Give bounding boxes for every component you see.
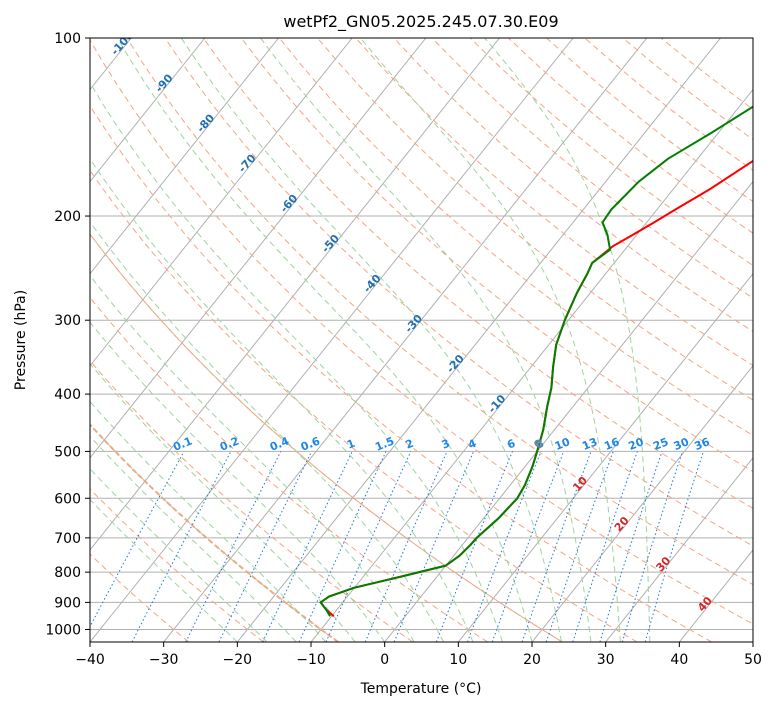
x-tick-label: 50 <box>744 652 762 668</box>
skewt-chart: 0.1 0.2 0.4 0.6 1 1.5 2 3 4 6 8 10 13 16 20 25 30 36-100-… <box>0 0 775 708</box>
y-tick-label: 600 <box>54 491 81 507</box>
y-tick-label: 900 <box>54 595 81 611</box>
x-tick-label: −40 <box>75 652 105 668</box>
x-tick-label: 10 <box>449 652 467 668</box>
y-tick-label: 300 <box>54 313 81 329</box>
y-tick-label: 1000 <box>45 622 81 638</box>
x-tick-label: −20 <box>223 652 253 668</box>
x-tick-label: 30 <box>597 652 615 668</box>
y-axis-label: Pressure (hPa) <box>13 290 29 390</box>
x-tick-label: 20 <box>523 652 541 668</box>
y-tick-label: 100 <box>54 31 81 47</box>
x-tick-label: 40 <box>670 652 688 668</box>
x-tick-label: −30 <box>149 652 179 668</box>
chart-title: wetPf2_GN05.2025.245.07.30.E09 <box>283 12 558 32</box>
y-tick-label: 200 <box>54 209 81 225</box>
x-tick-label: −10 <box>296 652 326 668</box>
y-tick-label: 800 <box>54 565 81 581</box>
x-tick-label: 0 <box>380 652 389 668</box>
x-axis-label: Temperature (°C) <box>360 681 482 697</box>
y-tick-label: 400 <box>54 387 81 403</box>
y-tick-label: 700 <box>54 531 81 547</box>
y-tick-label: 500 <box>54 444 81 460</box>
